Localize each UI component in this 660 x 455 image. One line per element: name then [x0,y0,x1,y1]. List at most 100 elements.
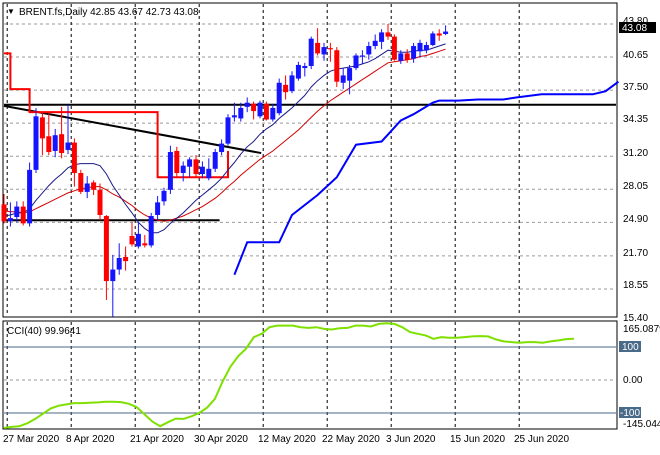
candle-body [71,142,77,173]
symbol-header: BRENT.fs,Daily 42.85 43.67 42.73 43.08 [19,7,199,18]
candle-body [398,53,404,61]
cci-tick: -100 [620,408,640,419]
cci-axis: 165.0879 100 0.00 -100 -145.0449 [619,324,660,430]
candle-body [123,256,129,262]
candle-body [91,182,97,190]
candle-body [257,102,263,117]
trend-line [3,104,262,155]
candle-body [295,64,301,79]
candle-body [52,135,58,151]
candle-body [308,38,314,66]
candle-body [423,44,429,51]
candle-body [270,107,276,120]
candle-body [167,152,173,190]
price-tick: 15.40 [623,313,648,324]
candle-body [14,206,20,218]
candle-body [135,233,141,247]
candle-body [391,36,397,60]
price-tick: 18.55 [623,280,648,291]
candle-body [366,46,372,55]
candle-body [315,42,321,54]
candle-body [417,42,423,52]
cci-level-box [619,407,641,418]
current-price-box [619,22,656,33]
candles [1,24,449,317]
candle-body [379,32,385,42]
candle-body [59,134,65,154]
candle-body [321,47,327,55]
candle-body [219,143,225,153]
stop-lines [4,52,619,276]
cci-panel [2,320,618,430]
dropdown-arrow-icon[interactable]: ▼ [7,7,15,16]
slow-ma-line [3,48,446,222]
candle-body [116,257,122,270]
candle-body [404,53,410,60]
price-tick: 31.20 [623,148,648,159]
date-label: 8 Apr 2020 [66,434,115,445]
candle-body [155,202,161,215]
candle-body [84,183,90,192]
candle-body [161,190,167,202]
candle-body [97,189,103,215]
candle-body [231,115,237,118]
candle-body [199,166,205,175]
candle-body [372,40,378,47]
candle-body [65,142,71,150]
price-tick: 24.90 [623,214,648,225]
candle-body [244,102,250,107]
candle-body [129,235,135,245]
current-price-label: 43.08 [622,23,647,34]
candle-body [225,117,231,144]
cci-tick: 100 [622,342,639,353]
candle-body [327,48,333,50]
cci-line-group [3,322,575,429]
level-lines [3,103,616,222]
candle-body [103,216,109,282]
candle-body [110,269,116,282]
price-tick: 43.80 [623,16,648,27]
candle-body [206,168,212,179]
candle-body [443,31,449,34]
candle-body [276,82,282,114]
candle-body [359,55,365,57]
candle-body [33,116,39,170]
candle-body [193,159,199,175]
price-tick: 28.05 [623,181,648,192]
candle-body [353,55,359,69]
cci-level-box [619,341,641,352]
time-axis: 27 Mar 2020 8 Apr 2020 21 Apr 2020 30 Ap… [3,434,569,445]
date-label: 27 Mar 2020 [3,434,60,445]
candle-body [334,50,340,82]
candle-body [411,46,417,59]
candle-body [174,150,180,173]
date-label: 3 Jun 2020 [386,434,436,445]
candle-body [212,152,218,169]
candle-body [78,173,84,192]
date-label: 15 Jun 2020 [450,434,505,445]
candle-body [46,136,52,153]
candle-body [187,159,193,167]
date-label: 21 Apr 2020 [130,434,184,445]
cci-line [3,322,575,429]
candle-body [27,169,33,224]
date-label: 22 May 2020 [322,434,380,445]
moving-averages [3,43,446,234]
candle-body [148,216,154,246]
cci-tick: 0.00 [623,375,643,386]
candle-body [385,32,391,37]
fast-ma-line [3,43,446,234]
date-label: 30 Apr 2020 [194,434,248,445]
cci-tick: -145.0449 [623,419,660,430]
candle-body [180,165,186,173]
date-label: 12 May 2020 [258,434,316,445]
red-stop-line [4,52,229,179]
candle-body [238,107,244,119]
cci-label: CCI(40) 99.9641 [7,326,81,337]
candle-body [430,33,436,45]
price-tick: 34.35 [623,114,648,125]
price-axis: 43.80 40.65 37.50 34.35 31.20 28.05 24.9… [619,16,656,324]
date-label: 25 Jun 2020 [514,434,569,445]
candle-body [142,243,148,246]
